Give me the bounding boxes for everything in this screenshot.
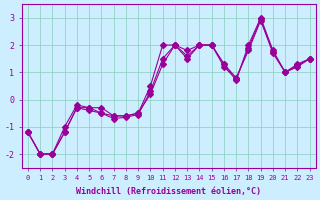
X-axis label: Windchill (Refroidissement éolien,°C): Windchill (Refroidissement éolien,°C) [76, 187, 261, 196]
